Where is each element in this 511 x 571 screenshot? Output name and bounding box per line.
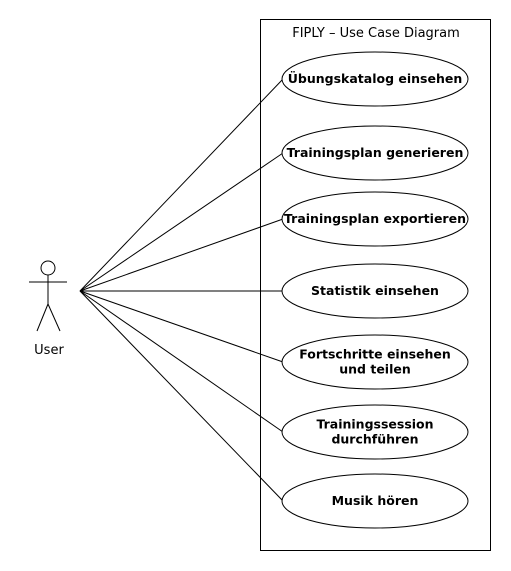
association-line bbox=[79, 290, 284, 363]
use-case-ellipse bbox=[281, 404, 469, 460]
use-case-ellipse bbox=[281, 263, 469, 319]
use-case-ellipse bbox=[281, 51, 469, 107]
use-case-ellipse bbox=[281, 191, 469, 247]
actor-leg-left bbox=[36, 303, 49, 332]
use-cases: Übungskatalog einsehen Trainingsplan gene… bbox=[281, 51, 469, 529]
use-case-label: Trainingsplan generieren bbox=[287, 145, 464, 160]
actor-label: User bbox=[34, 343, 64, 358]
use-case: Trainingsplan exportieren bbox=[281, 191, 469, 247]
use-case-label: durchführen bbox=[331, 432, 418, 447]
associations bbox=[79, 78, 284, 502]
use-case-label: Fortschritte einsehen bbox=[299, 347, 451, 362]
boundary-title: FIPLY – Use Case Diagram bbox=[292, 26, 460, 41]
use-case-label: Statistik einsehen bbox=[311, 283, 439, 298]
actor-leg-right bbox=[47, 303, 61, 332]
association-line bbox=[79, 152, 284, 292]
use-case-label: und teilen bbox=[339, 362, 411, 377]
use-case-label: Übungskatalog einsehen bbox=[288, 71, 462, 86]
use-case-label: Trainingssession bbox=[316, 417, 433, 432]
use-case: Trainingsplan generieren bbox=[281, 125, 469, 181]
use-case-ellipse bbox=[281, 473, 469, 529]
actor-head bbox=[40, 260, 56, 276]
association-line bbox=[79, 290, 284, 502]
association-line bbox=[79, 78, 284, 292]
association-line bbox=[79, 290, 284, 433]
use-case-ellipse bbox=[281, 334, 469, 390]
use-case: Übungskatalog einsehen bbox=[281, 51, 469, 107]
use-case: Statistik einsehen bbox=[281, 263, 469, 319]
use-case-label: Trainingsplan exportieren bbox=[284, 211, 466, 226]
use-case-ellipse bbox=[281, 125, 469, 181]
association-line bbox=[79, 218, 284, 292]
actor-user: User bbox=[29, 260, 67, 358]
use-case: Musik hören bbox=[281, 473, 469, 529]
use-case-label: Musik hören bbox=[332, 493, 419, 508]
